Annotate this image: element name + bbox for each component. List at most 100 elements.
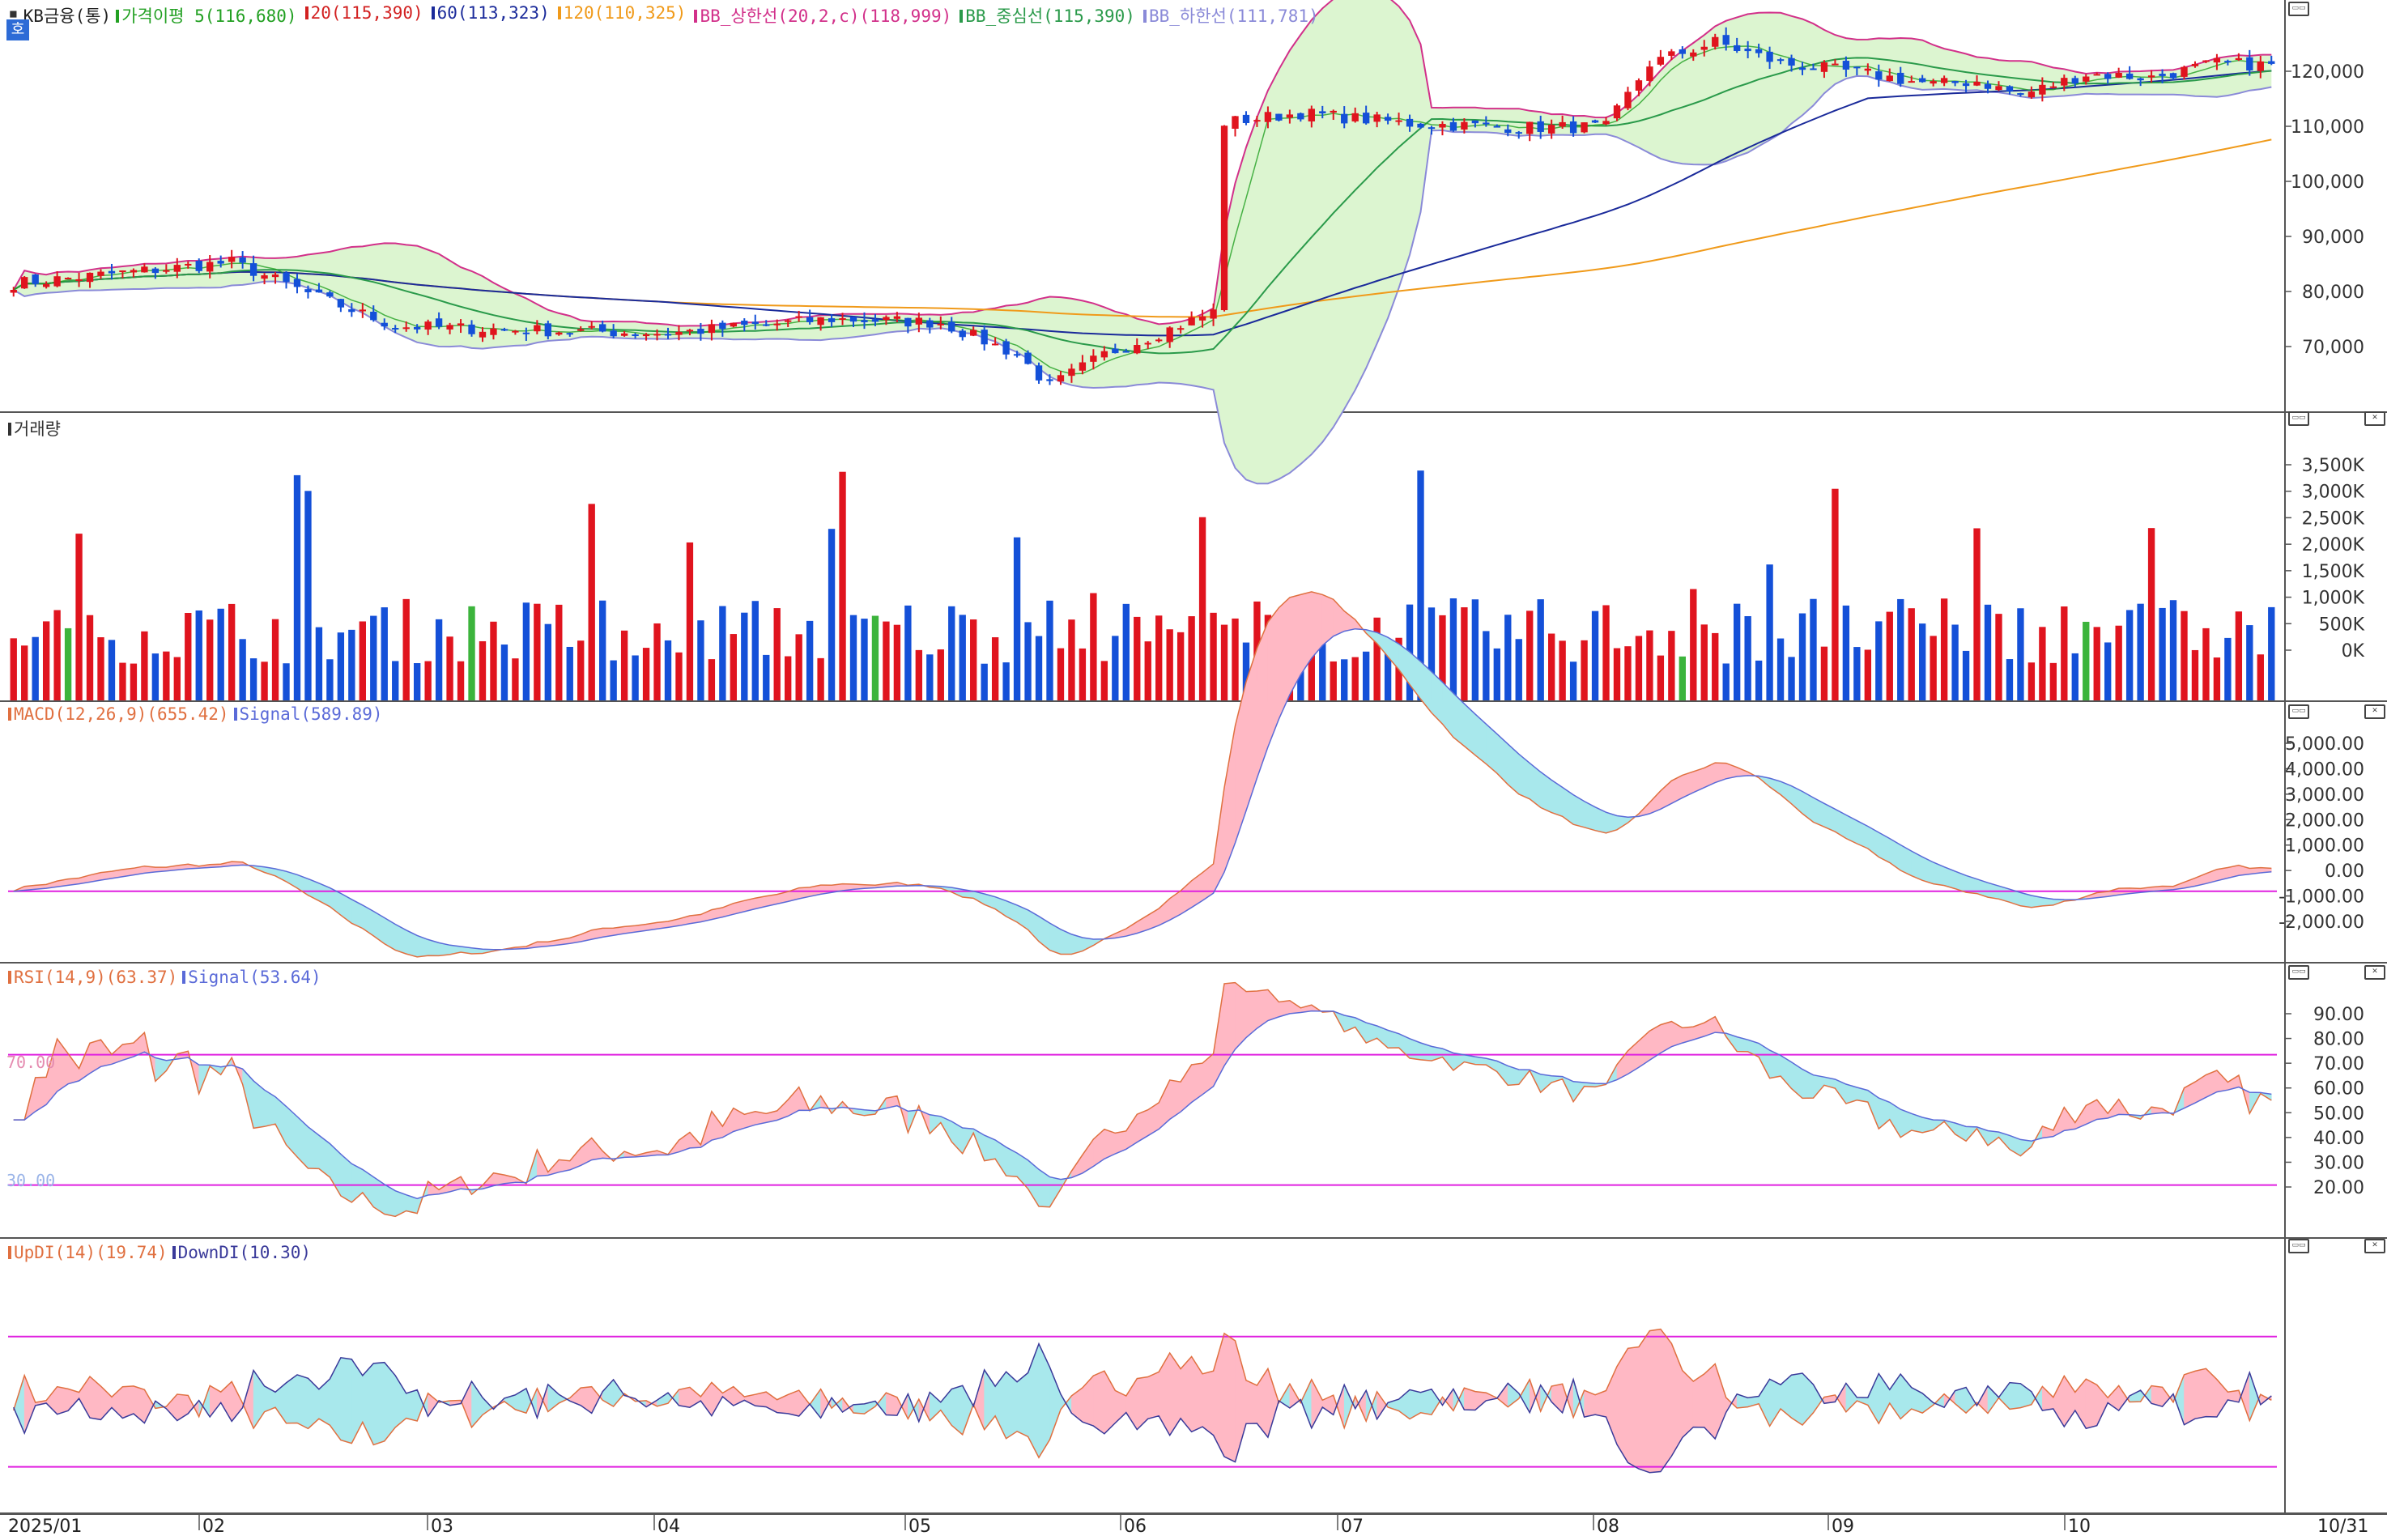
volume-bar[interactable]	[991, 637, 999, 700]
candle[interactable]	[1722, 35, 1730, 45]
volume-bar[interactable]	[1930, 636, 1937, 700]
volume-bar[interactable]	[981, 663, 988, 700]
candle[interactable]	[151, 268, 160, 274]
candle[interactable]	[1330, 110, 1337, 113]
candle[interactable]	[108, 270, 116, 274]
candle[interactable]	[1624, 91, 1632, 108]
candle[interactable]	[1930, 81, 1937, 84]
candle[interactable]	[457, 323, 465, 325]
volume-bar[interactable]	[130, 663, 138, 700]
volume-bar[interactable]	[1373, 617, 1381, 700]
candle[interactable]	[1198, 316, 1206, 321]
volume-bar[interactable]	[893, 624, 901, 700]
volume-bar[interactable]	[1319, 628, 1326, 700]
candle[interactable]	[1166, 327, 1173, 342]
candle[interactable]	[806, 317, 814, 322]
volume-bar[interactable]	[1417, 470, 1424, 700]
candle[interactable]	[1766, 51, 1773, 62]
volume-bar[interactable]	[1057, 648, 1065, 700]
candle[interactable]	[1428, 127, 1436, 130]
volume-bar[interactable]	[1864, 649, 1872, 700]
candle[interactable]	[2181, 66, 2188, 77]
volume-bar[interactable]	[1559, 640, 1566, 700]
candle[interactable]	[326, 292, 334, 297]
candle[interactable]	[1493, 125, 1500, 128]
volume-bar[interactable]	[206, 619, 214, 700]
candle[interactable]	[2039, 84, 2046, 95]
volume-bar[interactable]	[937, 649, 944, 700]
volume-bar[interactable]	[359, 621, 366, 700]
volume-bar[interactable]	[1581, 640, 1588, 700]
panel-close-icon[interactable]: ✕	[2364, 1239, 2385, 1253]
candle[interactable]	[239, 257, 246, 263]
candle[interactable]	[1951, 81, 1959, 83]
candle[interactable]	[915, 317, 923, 325]
volume-bar[interactable]	[2191, 649, 2199, 700]
volume-bar[interactable]	[337, 632, 345, 700]
volume-bar[interactable]	[457, 661, 465, 700]
candle[interactable]	[1122, 351, 1130, 353]
candle[interactable]	[1853, 66, 1861, 69]
volume-bar[interactable]	[751, 601, 759, 700]
candle[interactable]	[1504, 129, 1512, 134]
volume-bar[interactable]	[1679, 656, 1686, 700]
candle[interactable]	[1057, 375, 1065, 382]
candle[interactable]	[1232, 116, 1239, 130]
candle[interactable]	[664, 334, 672, 336]
volume-bar[interactable]	[599, 600, 606, 700]
volume-bar[interactable]	[828, 529, 836, 700]
panel-control-icon[interactable]: ▭▭	[2288, 965, 2309, 980]
volume-bar[interactable]	[249, 658, 257, 700]
volume-bar[interactable]	[468, 606, 475, 700]
candle[interactable]	[42, 283, 50, 287]
volume-bar[interactable]	[566, 646, 573, 700]
volume-bar[interactable]	[1439, 615, 1446, 700]
candle[interactable]	[555, 332, 563, 335]
volume-bar[interactable]	[1428, 607, 1436, 700]
volume-bar[interactable]	[304, 491, 312, 700]
candle[interactable]	[185, 263, 192, 266]
candle[interactable]	[217, 261, 224, 264]
volume-bar[interactable]	[1734, 603, 1741, 700]
volume-bar[interactable]	[1068, 619, 1075, 700]
candle[interactable]	[1875, 71, 1883, 80]
candle[interactable]	[1798, 67, 1806, 70]
candle[interactable]	[1035, 365, 1043, 381]
candle[interactable]	[1384, 117, 1392, 121]
candle[interactable]	[795, 316, 802, 318]
volume-bar[interactable]	[1908, 608, 1915, 700]
candle[interactable]	[2083, 76, 2090, 82]
volume-bar[interactable]	[173, 657, 181, 700]
candle[interactable]	[926, 320, 934, 328]
volume-bar[interactable]	[1886, 611, 1893, 700]
volume-bar[interactable]	[697, 620, 704, 700]
volume-bar[interactable]	[948, 606, 955, 700]
candle[interactable]	[283, 272, 290, 283]
candle[interactable]	[1864, 68, 1872, 71]
candle[interactable]	[1134, 345, 1141, 354]
volume-bar[interactable]	[642, 648, 650, 700]
candle[interactable]	[119, 270, 126, 273]
volume-bar[interactable]	[435, 619, 443, 700]
candle[interactable]	[359, 309, 366, 312]
candle[interactable]	[1908, 81, 1915, 83]
candle[interactable]	[1668, 51, 1675, 56]
candle[interactable]	[1068, 368, 1075, 376]
volume-bar[interactable]	[686, 542, 694, 700]
candle[interactable]	[1264, 112, 1272, 122]
volume-bar[interactable]	[555, 604, 563, 700]
candle[interactable]	[1362, 113, 1370, 124]
volume-bar[interactable]	[1079, 648, 1087, 700]
volume-bar[interactable]	[915, 649, 923, 700]
candle[interactable]	[21, 277, 28, 289]
candle[interactable]	[75, 279, 83, 281]
volume-bar[interactable]	[861, 619, 868, 700]
candle[interactable]	[686, 330, 694, 332]
volume-bar[interactable]	[959, 615, 966, 700]
volume-bar[interactable]	[2104, 642, 2112, 700]
volume-bar[interactable]	[75, 534, 83, 700]
candle[interactable]	[2191, 63, 2199, 66]
volume-bar[interactable]	[86, 615, 94, 700]
volume-bar[interactable]	[1962, 650, 1970, 700]
